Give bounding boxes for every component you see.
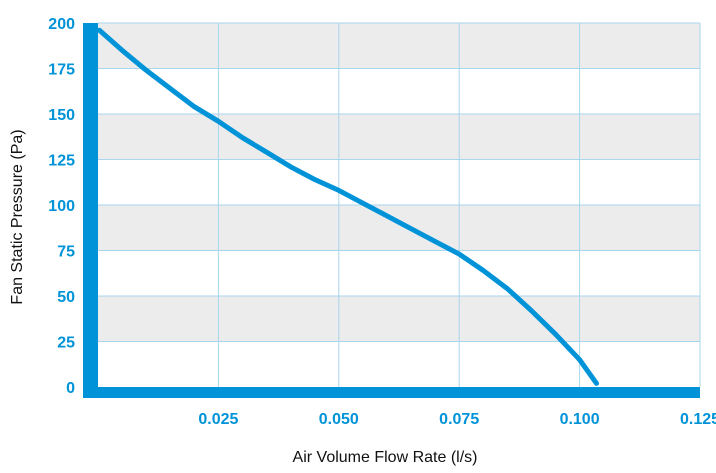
tick-labels: 0 25 50 75 100 125 150 175 200 0.025 0.050 0.075 0.1… (48, 16, 716, 428)
band-150-175 (98, 68, 700, 114)
x-tick-label-0.100: 0.100 (560, 411, 600, 428)
y-tick-label-0: 0 (66, 380, 75, 397)
background-bands (98, 23, 700, 387)
y-tick-label-50: 50 (57, 289, 75, 306)
y-tick-label-25: 25 (57, 335, 75, 352)
y-tick-label-75: 75 (57, 244, 75, 261)
band-100-125 (98, 159, 700, 205)
y-tick-label-150: 150 (48, 107, 75, 124)
band-125-150 (98, 114, 700, 160)
x-axis-title: Air Volume Flow Rate (l/s) (293, 449, 478, 466)
y-tick-label-200: 200 (48, 16, 75, 33)
band-75-100 (98, 205, 700, 251)
y-axis-title: Fan Static Pressure (Pa) (9, 129, 26, 304)
x-tick-label-0.050: 0.050 (319, 411, 359, 428)
series-line-0 (96, 27, 599, 386)
data-series (96, 27, 599, 386)
y-axis-bar (83, 23, 98, 398)
y-tick-label-125: 125 (48, 153, 75, 170)
x-tick-label-0.075: 0.075 (439, 411, 479, 428)
band-0-25 (98, 341, 700, 387)
band-175-200 (98, 23, 700, 69)
gridlines (98, 22, 701, 387)
y-tick-label-100: 100 (48, 198, 75, 215)
x-tick-label-0.025: 0.025 (198, 411, 238, 428)
axes (83, 23, 700, 398)
x-tick-label-0.125: 0.125 (680, 411, 716, 428)
x-axis-bar (98, 387, 700, 398)
band-50-75 (98, 250, 700, 296)
y-tick-label-175: 175 (48, 62, 75, 79)
band-25-50 (98, 296, 700, 342)
